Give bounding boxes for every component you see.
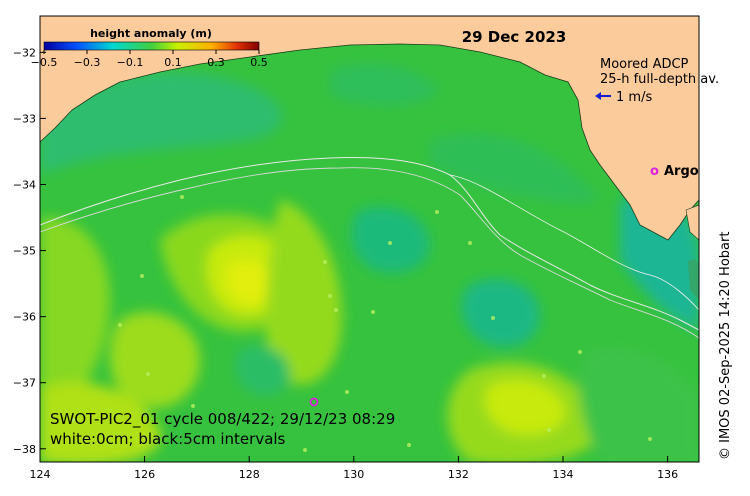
plot-frame [39, 15, 700, 463]
x-tick-label: 134 [553, 468, 574, 481]
x-tick-label: 132 [448, 468, 469, 481]
x-tick-label: 124 [30, 468, 51, 481]
y-tick-label: −33 [13, 112, 36, 125]
y-tick-label: −34 [13, 178, 36, 191]
colorbar-tick-label: −0.1 [117, 56, 144, 69]
colorbar-tick-label: 0.1 [164, 56, 182, 69]
sampling-points [71, 195, 652, 452]
anomaly-field [40, 63, 699, 462]
y-tick-label: −35 [13, 245, 36, 258]
colorbar: height anomaly (m) −0.5 −0.3 −0.1 0.1 0.3 0.5 [31, 27, 268, 69]
adcp-scale-label: 1 m/s [616, 90, 652, 105]
argo-marker-icon: o [650, 164, 659, 179]
adcp-legend-title: Moored ADCP [600, 57, 689, 72]
colorbar-tick-label: 0.3 [207, 56, 225, 69]
colorbar-title: height anomaly (m) [90, 27, 212, 40]
land-australia [40, 16, 699, 240]
x-tick-label: 136 [657, 468, 678, 481]
y-tick-label: −32 [13, 46, 36, 59]
swath-info: SWOT-PIC2_01 cycle 008/422; 29/12/23 08:… [50, 410, 395, 429]
coastline [40, 43, 699, 241]
argo-legend-label: Argo [664, 164, 699, 179]
colorbar-tick-label: 0.5 [250, 56, 268, 69]
adcp-scale-arrow [595, 92, 611, 100]
bathymetry-contour [40, 157, 699, 331]
argo-float-marker [309, 397, 319, 407]
y-axis: −32 −33 −34 −35 −36 −37 −38 [13, 46, 46, 456]
contour-info: white:0cm; black:5cm intervals [50, 430, 286, 448]
x-tick-label: 128 [239, 468, 260, 481]
x-tick-label: 130 [343, 468, 364, 481]
imos-credit: © IMOS 02-Sep-2025 14:20 Hobart [718, 231, 733, 460]
map-date: 29 Dec 2023 [462, 28, 567, 46]
y-tick-label: −36 [13, 311, 36, 324]
x-tick-label: 126 [134, 468, 155, 481]
y-tick-label: −37 [13, 377, 36, 390]
colorbar-gradient [43, 41, 260, 51]
colorbar-tick-label: −0.3 [74, 56, 101, 69]
colorbar-tick-label: −0.5 [31, 56, 58, 69]
adcp-legend-subtitle: 25-h full-depth av. [600, 72, 719, 87]
x-axis: 124 126 128 130 132 134 136 [30, 456, 678, 481]
y-tick-label: −38 [13, 443, 36, 456]
